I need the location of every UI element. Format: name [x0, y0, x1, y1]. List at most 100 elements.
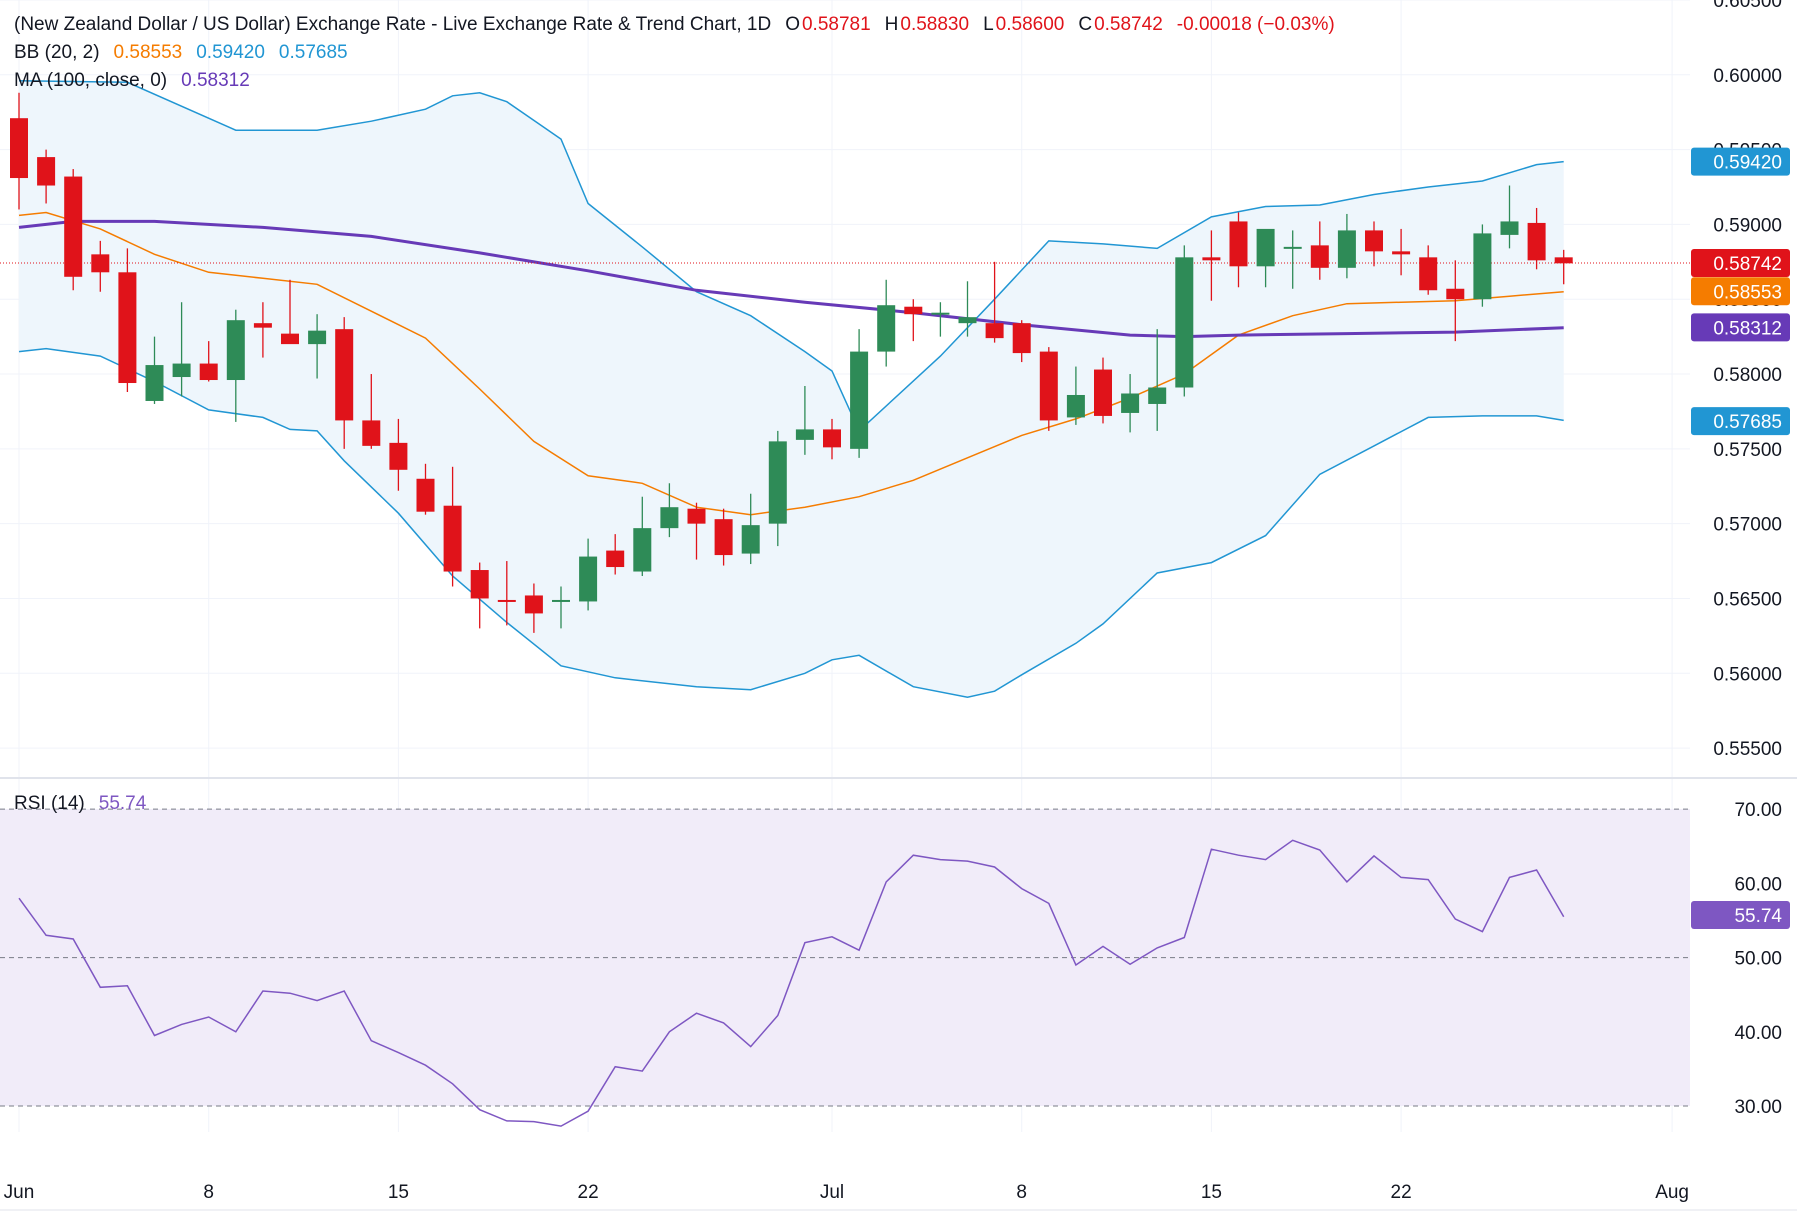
bb-label: BB (20, 2)	[14, 42, 100, 63]
candle	[1039, 347, 1058, 431]
rsi-legend-value: 55.74	[98, 793, 147, 814]
candle-body	[1121, 393, 1140, 413]
candle-body	[199, 363, 218, 381]
candle	[470, 562, 489, 629]
candle-body	[1039, 351, 1058, 421]
candle	[1419, 245, 1438, 295]
rsi-band-lines	[0, 808, 1690, 1107]
candle-body	[1283, 246, 1302, 249]
candle-body	[1365, 230, 1383, 252]
rsi-tick-label: 70.00	[1734, 800, 1782, 821]
time-tick-label: Jul	[820, 1182, 844, 1203]
candle	[308, 314, 327, 379]
candle-body	[1392, 251, 1411, 255]
candle-body	[362, 420, 381, 446]
price-labels: 0.59420 0.58742 0.58553 0.58312 0.57685	[1691, 147, 1790, 436]
candle-body	[1310, 245, 1329, 268]
candle	[1094, 357, 1112, 424]
candle-body	[850, 351, 869, 449]
candle-body	[308, 330, 327, 345]
candle-body	[118, 272, 137, 384]
candle-body	[633, 528, 652, 572]
ma-label: MA (100, close, 0)	[14, 70, 168, 91]
candle	[226, 309, 245, 422]
price-tick-label: 0.57000	[1713, 515, 1782, 536]
candle	[714, 508, 733, 566]
candle-body	[985, 323, 1004, 339]
chart-title: (New Zealand Dollar / US Dollar) Exchang…	[14, 14, 772, 35]
candle	[552, 586, 570, 629]
price-axis-label-text: 0.57685	[1713, 412, 1782, 433]
candle-body	[172, 363, 191, 378]
candle-body	[687, 508, 706, 524]
candle	[37, 149, 56, 204]
ma-legend[interactable]: MA (100, close, 0) 0.58312	[14, 70, 252, 92]
candle-body	[1256, 228, 1275, 267]
candle	[795, 386, 814, 455]
price-tick-label: 0.56500	[1713, 589, 1782, 610]
candle	[389, 418, 408, 491]
candle	[1500, 185, 1519, 249]
time-tick-label: 15	[388, 1182, 409, 1203]
time-tick-label: Aug	[1655, 1182, 1689, 1203]
candle	[1365, 221, 1383, 267]
time-axis: Jun81522Jul81522Aug101724	[0, 1182, 1797, 1211]
candle-body	[660, 507, 679, 529]
candle	[823, 418, 841, 460]
price-tick-label: 0.59000	[1713, 215, 1782, 236]
rsi-axis-label-text: 55.74	[1734, 906, 1782, 927]
candle	[524, 583, 543, 633]
candle	[687, 502, 706, 560]
candle	[1446, 260, 1465, 342]
time-tick-label: Jun	[4, 1182, 35, 1203]
candle-body	[958, 317, 977, 324]
candle-body	[416, 478, 435, 512]
candle	[1012, 320, 1031, 363]
candle	[768, 430, 787, 547]
high-value: 0.58830	[900, 14, 970, 35]
candle-body	[1148, 387, 1167, 404]
rsi-legend[interactable]: RSI (14) 55.74	[14, 793, 148, 815]
bb-legend[interactable]: BB (20, 2) 0.58553 0.59420 0.57685	[14, 42, 350, 64]
time-tick-label: 22	[578, 1182, 599, 1203]
candle-body	[389, 442, 408, 470]
price-axis-label: 0.58742	[1691, 249, 1790, 278]
candle	[253, 302, 272, 358]
candle-body	[1419, 257, 1438, 291]
candle-body	[443, 505, 462, 572]
rsi-line	[18, 839, 1565, 1127]
candle	[850, 329, 869, 458]
candle	[1148, 329, 1167, 431]
candle	[1554, 249, 1573, 285]
candle	[118, 248, 137, 392]
symbol-legend[interactable]: (New Zealand Dollar / US Dollar) Exchang…	[14, 14, 1337, 36]
candle-body	[1202, 257, 1221, 261]
candle-body	[91, 254, 110, 273]
candle-body	[904, 306, 923, 315]
candle-body	[931, 312, 950, 315]
candle	[1229, 212, 1248, 288]
candle	[1310, 221, 1329, 280]
candle-body	[1500, 221, 1519, 235]
price-axis-label-text: 0.58742	[1713, 254, 1782, 275]
candle-body	[1175, 257, 1194, 388]
change-value: -0.00018 (−0.03%)	[1176, 14, 1335, 35]
candle	[1256, 228, 1275, 288]
candles	[10, 92, 1573, 633]
price-axis-label-bg	[1691, 407, 1790, 436]
candle	[172, 302, 191, 397]
candle	[741, 493, 760, 565]
price-axis: 0.605000.600000.595000.590000.585000.580…	[1713, 0, 1782, 760]
candle	[958, 281, 977, 337]
candle-body	[823, 429, 841, 448]
candle-body	[714, 519, 733, 556]
candle	[660, 483, 679, 538]
price-tick-label: 0.58000	[1713, 365, 1782, 386]
candle	[1283, 230, 1302, 289]
high-label: H	[884, 14, 899, 35]
price-tick-label: 0.60000	[1713, 66, 1782, 87]
candle	[362, 374, 381, 449]
candle	[443, 466, 462, 587]
candle-body	[606, 550, 625, 568]
